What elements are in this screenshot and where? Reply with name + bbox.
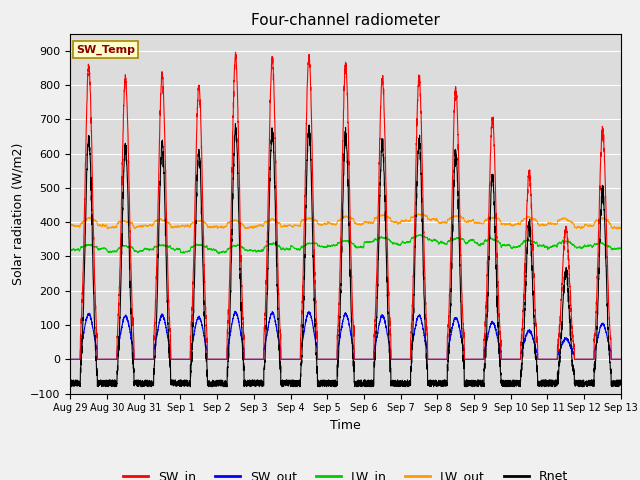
- SW_in: [617, 357, 625, 362]
- Line: SW_in: SW_in: [70, 52, 621, 360]
- LW_out: [469, 217, 477, 223]
- LW_out: [616, 225, 624, 230]
- Text: SW_Temp: SW_Temp: [76, 44, 135, 55]
- Line: Rnet: Rnet: [70, 124, 621, 387]
- Rnet: [325, 382, 333, 387]
- SW_in: [232, 49, 239, 55]
- SW_out: [325, 357, 333, 362]
- Y-axis label: Solar radiation (W/m2): Solar radiation (W/m2): [12, 143, 25, 285]
- Rnet: [209, 384, 216, 390]
- SW_in: [325, 357, 333, 362]
- SW_in: [469, 357, 477, 362]
- SW_out: [469, 357, 477, 362]
- SW_in: [438, 357, 446, 362]
- Rnet: [439, 383, 447, 388]
- Title: Four-channel radiometer: Four-channel radiometer: [251, 13, 440, 28]
- LW_in: [616, 245, 624, 251]
- SW_out: [67, 357, 74, 362]
- SW_out: [438, 357, 446, 362]
- LW_in: [215, 251, 223, 257]
- LW_out: [166, 220, 173, 226]
- X-axis label: Time: Time: [330, 419, 361, 432]
- SW_out: [166, 343, 173, 349]
- Rnet: [166, 355, 173, 361]
- Rnet: [500, 379, 508, 385]
- Legend: SW_in, SW_out, LW_in, LW_out, Rnet: SW_in, SW_out, LW_in, LW_out, Rnet: [118, 465, 573, 480]
- LW_out: [417, 211, 425, 217]
- LW_out: [438, 219, 446, 225]
- LW_in: [439, 240, 447, 245]
- LW_in: [166, 244, 173, 250]
- SW_out: [616, 357, 624, 362]
- Rnet: [469, 377, 477, 383]
- LW_in: [67, 247, 74, 252]
- LW_out: [325, 220, 333, 226]
- SW_out: [500, 357, 508, 362]
- LW_in: [325, 243, 333, 249]
- LW_in: [469, 237, 477, 242]
- SW_in: [616, 357, 624, 362]
- Rnet: [617, 382, 625, 387]
- SW_in: [166, 316, 173, 322]
- LW_in: [617, 246, 625, 252]
- LW_out: [67, 221, 74, 227]
- LW_in: [500, 241, 508, 247]
- Rnet: [616, 382, 624, 388]
- LW_in: [416, 232, 424, 238]
- SW_in: [67, 357, 74, 362]
- Line: LW_out: LW_out: [70, 214, 621, 229]
- SW_out: [617, 357, 625, 362]
- LW_out: [614, 226, 621, 232]
- LW_out: [500, 220, 508, 226]
- SW_in: [500, 357, 508, 362]
- Line: LW_in: LW_in: [70, 235, 621, 254]
- LW_out: [617, 226, 625, 231]
- Line: SW_out: SW_out: [70, 311, 621, 360]
- Rnet: [67, 382, 74, 387]
- SW_out: [232, 308, 239, 314]
- Rnet: [232, 121, 239, 127]
